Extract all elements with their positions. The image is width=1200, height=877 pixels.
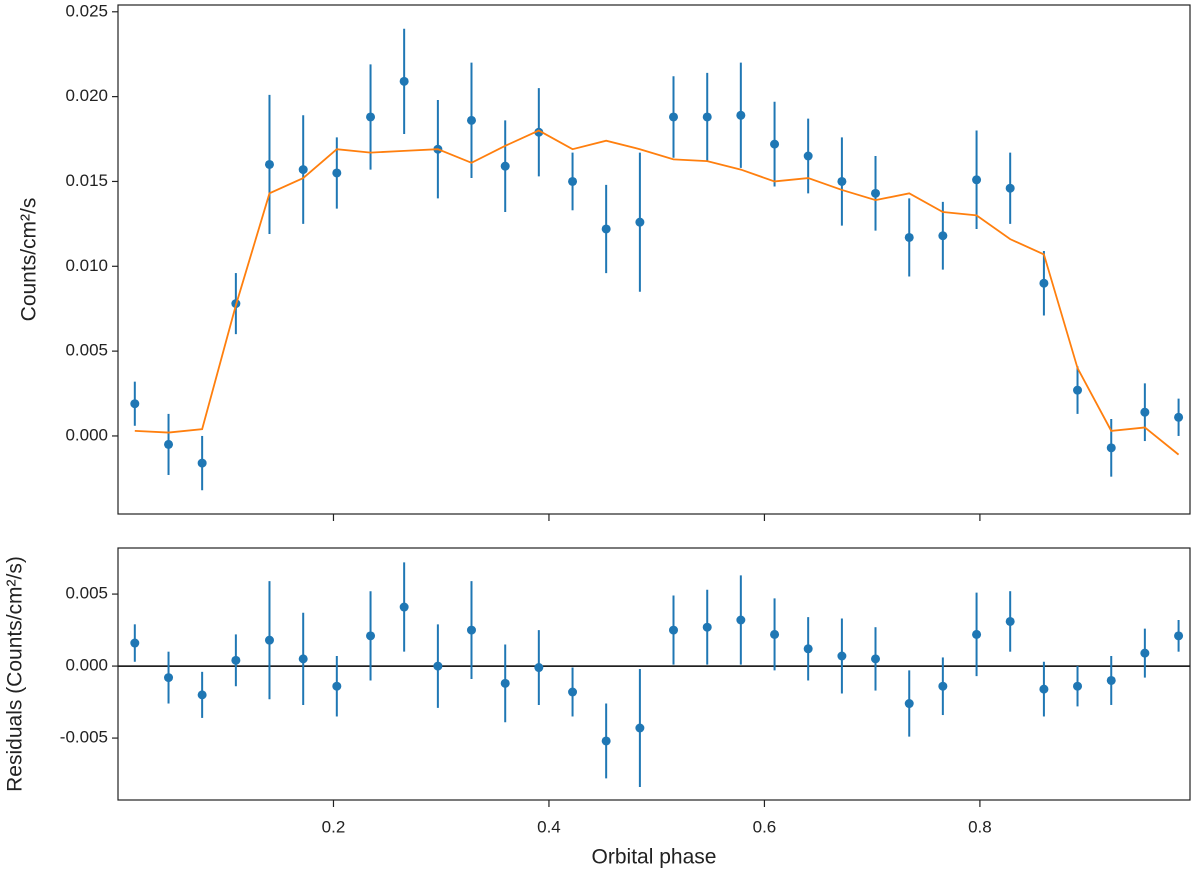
data-point — [702, 622, 712, 632]
data-point — [264, 635, 274, 645]
y-tick-label: 0.000 — [65, 425, 108, 444]
y-tick-label: -0.005 — [60, 728, 108, 747]
data-point — [1005, 183, 1015, 193]
data-point — [568, 176, 578, 186]
data-point — [1140, 407, 1150, 417]
data-point — [904, 699, 914, 709]
data-point — [399, 76, 409, 86]
data-point — [601, 736, 611, 746]
data-point — [534, 127, 544, 137]
data-point — [433, 661, 443, 671]
y-axis-label: Counts/cm²/s — [18, 198, 41, 322]
x-tick-label: 0.4 — [537, 817, 561, 836]
data-point — [635, 723, 645, 733]
data-point — [871, 188, 881, 198]
data-point — [264, 159, 274, 169]
data-point — [803, 644, 813, 654]
y-tick-label: 0.025 — [65, 1, 108, 20]
x-tick-label: 0.8 — [968, 817, 992, 836]
data-point — [1106, 443, 1116, 453]
data-point — [1106, 675, 1116, 685]
data-point — [298, 165, 308, 175]
data-point — [197, 690, 207, 700]
data-point — [736, 110, 746, 120]
data-point — [399, 602, 409, 612]
y-tick-label: 0.015 — [65, 171, 108, 190]
data-point — [770, 139, 780, 149]
data-point — [1039, 278, 1049, 288]
data-point — [1140, 648, 1150, 658]
data-point — [332, 681, 342, 691]
data-point — [972, 175, 982, 185]
data-point — [568, 687, 578, 697]
model-line — [134, 129, 1180, 456]
y-axis-label: Residuals (Counts/cm²/s) — [4, 556, 27, 792]
x-axis-label: Orbital phase — [592, 846, 717, 869]
data-point — [197, 458, 207, 468]
data-point — [635, 217, 645, 227]
data-point — [904, 232, 914, 242]
data-point — [466, 115, 476, 125]
data-point — [534, 663, 544, 673]
data-point — [1073, 385, 1083, 395]
data-point — [130, 638, 140, 648]
data-point — [871, 654, 881, 664]
y-tick-label: 0.020 — [65, 86, 108, 105]
data-point — [366, 631, 376, 641]
data-point — [500, 161, 510, 171]
y-tick-label: 0.010 — [65, 256, 108, 275]
data-point — [972, 629, 982, 639]
data-point — [1039, 684, 1049, 694]
data-point — [164, 439, 174, 449]
data-point — [601, 224, 611, 234]
data-point — [231, 655, 241, 665]
data-point — [298, 654, 308, 664]
y-tick-label: 0.005 — [65, 584, 108, 603]
data-point — [938, 681, 948, 691]
data-point — [702, 112, 712, 122]
data-point — [669, 112, 679, 122]
data-point — [164, 673, 174, 683]
data-point — [837, 176, 847, 186]
data-point — [130, 399, 140, 409]
data-point — [1005, 616, 1015, 626]
plot-frame — [117, 547, 1191, 801]
y-tick-label: 0.000 — [65, 656, 108, 675]
data-point — [736, 615, 746, 625]
x-tick-label: 0.6 — [753, 817, 777, 836]
data-point — [770, 629, 780, 639]
data-point — [837, 651, 847, 661]
plot-frame — [117, 4, 1191, 515]
data-point — [1174, 412, 1184, 422]
data-point — [938, 231, 948, 241]
data-point — [669, 625, 679, 635]
y-tick-label: 0.005 — [65, 341, 108, 360]
x-tick-label: 0.2 — [322, 817, 346, 836]
data-point — [332, 168, 342, 178]
data-point — [803, 151, 813, 161]
data-point — [500, 678, 510, 688]
data-point — [1073, 681, 1083, 691]
data-point — [466, 625, 476, 635]
data-point — [366, 112, 376, 122]
data-point — [1174, 631, 1184, 641]
